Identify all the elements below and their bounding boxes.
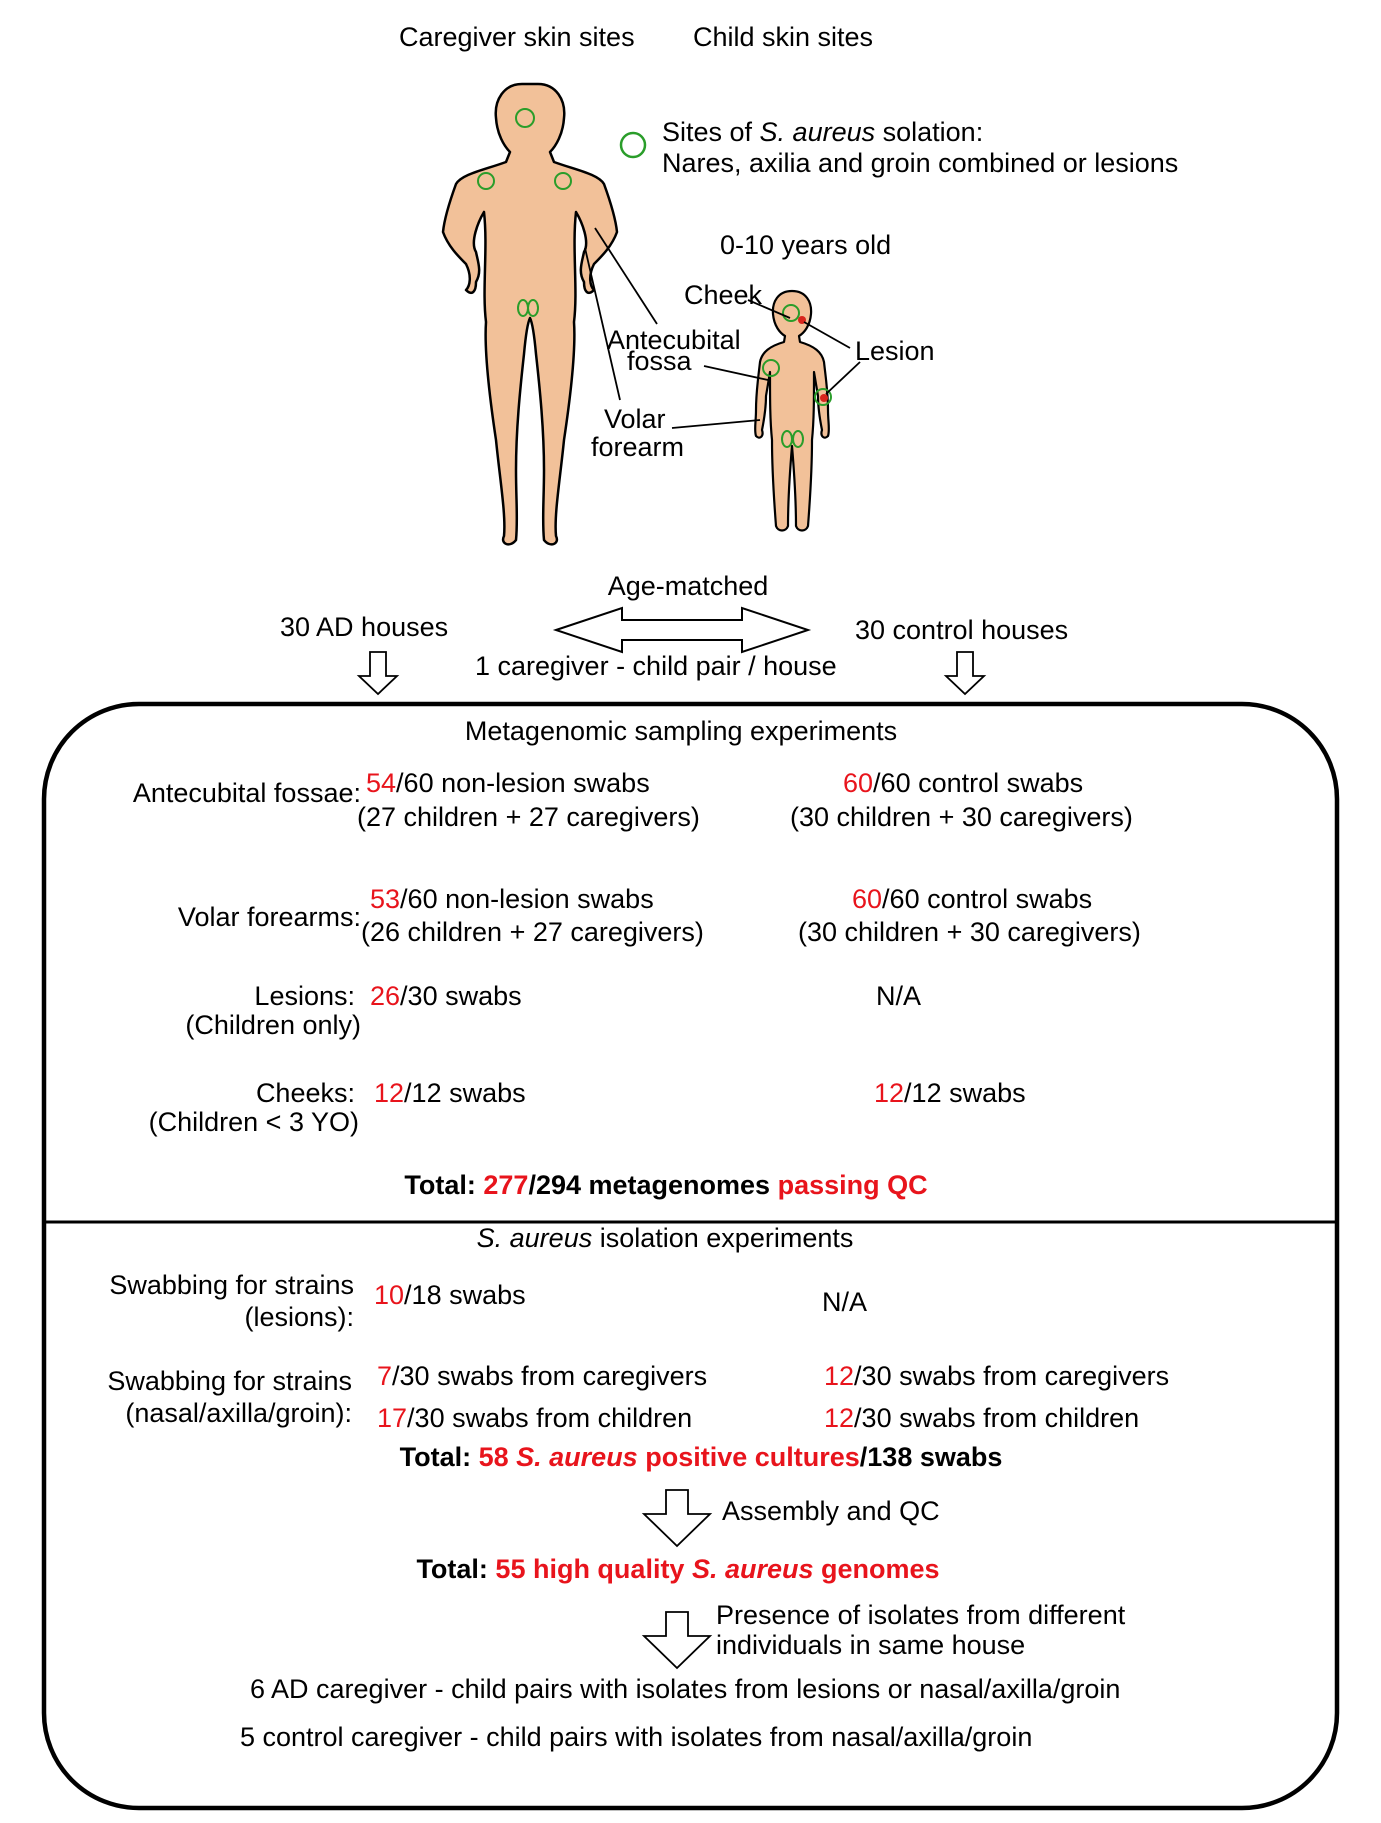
child-body-figure bbox=[754, 289, 830, 532]
volar-label-1: Volar bbox=[604, 404, 666, 434]
row-antecubital-ctrl-detail: (30 children + 30 caregivers) bbox=[790, 802, 1133, 832]
row-lesions-ad-value: 26/30 swabs bbox=[370, 981, 522, 1011]
lesion-label: Lesion bbox=[855, 336, 935, 366]
volar-child-line bbox=[671, 419, 761, 429]
isolation-nasal-label-2: (nasal/axilla/groin): bbox=[125, 1398, 352, 1428]
assembly-step-label: Assembly and QC bbox=[722, 1496, 940, 1526]
lesion-cheek-line bbox=[803, 321, 851, 349]
ad-houses-label: 30 AD houses bbox=[280, 612, 449, 642]
caregiver-site-markers bbox=[477, 108, 572, 317]
isolation-ctrl-caregivers-value: 12/30 swabs from caregivers bbox=[824, 1361, 1170, 1391]
isolation-lesion-label-1: Swabbing for strains bbox=[109, 1270, 354, 1300]
caregiver-left-axilla-circle bbox=[477, 172, 495, 190]
row-cheeks-label: Cheeks: bbox=[255, 1078, 355, 1108]
isolation-nasal-label-1: Swabbing for strains bbox=[107, 1366, 352, 1396]
ad-pairs-summary: 6 AD caregiver - child pairs with isolat… bbox=[250, 1674, 1121, 1704]
row-antecubital-label: Antecubital fossae: bbox=[132, 778, 361, 808]
control-pairs-summary: 5 control caregiver - child pairs with i… bbox=[240, 1722, 1033, 1752]
antecubital-label-1: Antecubital bbox=[607, 325, 741, 355]
row-cheeks-ad-value: 12/12 swabs bbox=[374, 1078, 526, 1108]
caregiver-right-axilla-circle bbox=[554, 172, 572, 190]
row-volar-ctrl-detail: (30 children + 30 caregivers) bbox=[798, 917, 1141, 947]
presence-label-2: individuals in same house bbox=[716, 1630, 1026, 1660]
volar-label-2: forearm bbox=[591, 432, 685, 462]
isolation-total: Total: 58 S. aureus positive cultures/13… bbox=[399, 1442, 1003, 1472]
child-lesion-circle bbox=[814, 388, 832, 406]
row-volar-ad-detail: (26 children + 27 caregivers) bbox=[361, 917, 704, 947]
legend-site-marker bbox=[619, 131, 647, 159]
legend-line-1: Sites of S. aureus solation: bbox=[662, 117, 984, 147]
row-cheeks-ctrl-value: 12/12 swabs bbox=[874, 1078, 1026, 1108]
antecubital-caregiver-line bbox=[594, 227, 658, 325]
callout-lines bbox=[584, 227, 861, 429]
isolation-ctrl-children-value: 12/30 swabs from children bbox=[824, 1403, 1140, 1433]
results-box bbox=[41, 701, 1340, 1811]
control-down-arrow bbox=[943, 651, 987, 696]
row-lesions-sublabel: (Children only) bbox=[185, 1010, 361, 1040]
row-antecubital-ctrl-value: 60/60 control swabs bbox=[843, 768, 1084, 798]
presence-down-arrow bbox=[641, 1611, 713, 1670]
down-arrows bbox=[356, 651, 987, 1670]
child-nares-circle bbox=[782, 304, 800, 322]
metagenomic-heading: Metagenomic sampling experiments bbox=[464, 716, 898, 746]
row-cheeks-sublabel: (Children < 3 YO) bbox=[148, 1107, 359, 1137]
row-antecubital-ad-value: 54/60 non-lesion swabs bbox=[366, 768, 650, 798]
age-matched-double-arrow bbox=[552, 606, 812, 654]
child-arm-lesion-dot bbox=[820, 394, 828, 402]
child-axilla-circle bbox=[762, 359, 780, 377]
volar-caregiver-line bbox=[584, 247, 621, 401]
assembly-down-arrow bbox=[641, 1489, 713, 1548]
legend-line-2: Nares, axilia and groin combined or lesi… bbox=[662, 148, 1179, 178]
age-matched-label: Age-matched bbox=[607, 571, 769, 601]
isolation-lesion-label-2: (lesions): bbox=[244, 1302, 354, 1332]
row-lesions-ctrl-value: N/A bbox=[876, 981, 922, 1011]
row-volar-ctrl-value: 60/60 control swabs bbox=[852, 884, 1093, 914]
cheek-line bbox=[747, 299, 791, 319]
child-site-markers bbox=[762, 304, 832, 448]
age-range-label: 0-10 years old bbox=[720, 230, 892, 260]
ad-down-arrow bbox=[356, 651, 400, 696]
cheek-label: Cheek bbox=[684, 280, 763, 310]
lesion-arm-line bbox=[825, 361, 861, 395]
child-groin-right-oval bbox=[792, 430, 804, 448]
caregiver-groin-right-oval bbox=[527, 299, 539, 317]
isolation-heading: S. aureus isolation experiments bbox=[476, 1223, 854, 1253]
isolation-ad-children-value: 17/30 swabs from children bbox=[377, 1403, 693, 1433]
caregiver-nares-circle bbox=[515, 108, 535, 128]
pair-note-label: 1 caregiver - child pair / house bbox=[475, 651, 837, 681]
isolation-ad-caregivers-value: 7/30 swabs from caregivers bbox=[377, 1361, 708, 1391]
row-volar-ad-value: 53/60 non-lesion swabs bbox=[370, 884, 654, 914]
row-volar-label: Volar forearms: bbox=[177, 902, 361, 932]
antecubital-label-2: fossa bbox=[627, 346, 692, 376]
child-sites-label: Child skin sites bbox=[693, 22, 874, 52]
caregiver-sites-label: Caregiver skin sites bbox=[399, 22, 635, 52]
control-houses-label: 30 control houses bbox=[855, 615, 1069, 645]
isolation-lesion-ad-value: 10/18 swabs bbox=[374, 1280, 526, 1310]
metagenomic-total: Total: 277/294 metagenomes passing QC bbox=[404, 1170, 928, 1200]
antecubital-child-line bbox=[703, 365, 769, 381]
row-lesions-label: Lesions: bbox=[254, 981, 355, 1011]
genomes-total: Total: 55 high quality S. aureus genomes bbox=[416, 1554, 940, 1584]
isolation-lesion-ctrl-value: N/A bbox=[822, 1287, 868, 1317]
row-antecubital-ad-detail: (27 children + 27 caregivers) bbox=[357, 802, 700, 832]
presence-label-1: Presence of isolates from different bbox=[716, 1600, 1126, 1630]
